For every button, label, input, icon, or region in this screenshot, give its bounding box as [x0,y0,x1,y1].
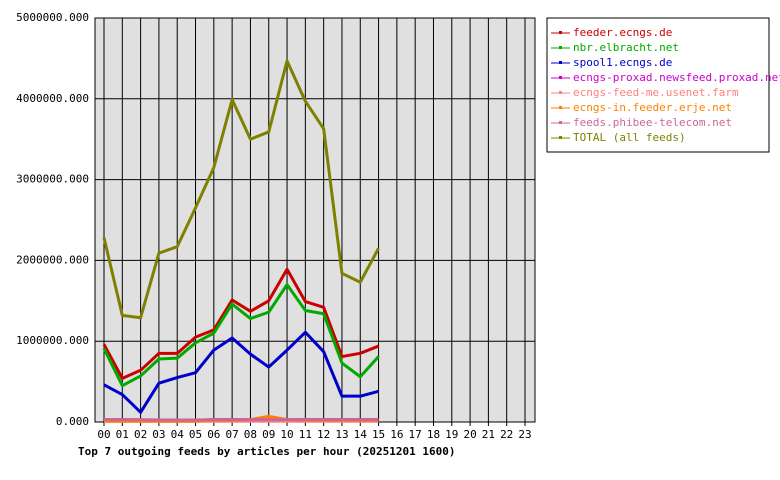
x-tick-label: 07 [226,428,239,441]
x-tick-label: 12 [317,428,330,441]
y-tick-label: 4000000.000 [16,92,89,105]
plot-area [95,18,535,422]
chart-title: Top 7 outgoing feeds by articles per hou… [78,445,456,458]
y-tick-label: 3000000.000 [16,173,89,186]
y-tick-label: 0.000 [56,415,89,428]
legend-label: feeder.ecngs.de [573,26,672,39]
legend-marker [559,106,562,109]
series-line [102,59,380,320]
x-tick-label: 16 [390,428,403,441]
series-line [102,267,380,380]
x-tick-label: 17 [409,428,422,441]
legend-label: spool1.ecngs.de [573,56,672,69]
y-tick-label: 1000000.000 [16,334,89,347]
x-tick-label: 02 [134,428,147,441]
legend-label: feeds.phibee-telecom.net [573,116,732,129]
x-tick-label: 04 [171,428,185,441]
x-tick-label: 03 [152,428,165,441]
legend-marker [559,31,562,34]
x-tick-label: 09 [262,428,275,441]
x-tick-label: 19 [445,428,458,441]
legend-label: ecngs-in.feeder.erje.net [573,101,732,114]
x-tick-label: 00 [97,428,110,441]
x-tick-label: 14 [354,428,368,441]
legend-marker [559,46,562,49]
x-tick-label: 01 [116,428,129,441]
series-line [102,283,380,388]
legend-label: nbr.elbracht.net [573,41,679,54]
x-tick-label: 13 [335,428,348,441]
legend-marker [559,121,562,124]
y-tick-label: 2000000.000 [16,253,89,266]
x-tick-label: 22 [500,428,513,441]
legend-label: ecngs-proxad.newsfeed.proxad.net [573,71,780,84]
legend-label: TOTAL (all feeds) [573,131,686,144]
x-tick-label: 20 [463,428,476,441]
x-tick-label: 10 [280,428,293,441]
x-tick-label: 05 [189,428,202,441]
y-tick-label: 5000000.000 [16,11,89,24]
x-tick-label: 23 [518,428,531,441]
legend-marker [559,61,562,64]
x-tick-label: 21 [482,428,495,441]
x-tick-label: 08 [244,428,257,441]
legend-marker [559,136,562,139]
x-tick-label: 18 [427,428,440,441]
legend-marker [559,91,562,94]
x-tick-label: 15 [372,428,385,441]
legend-marker [559,76,562,79]
x-tick-label: 06 [207,428,220,441]
legend-box [546,17,770,153]
legend-label: ecngs-feed-me.usenet.farm [573,86,739,99]
series-line [103,330,379,414]
x-tick-label: 11 [299,428,312,441]
